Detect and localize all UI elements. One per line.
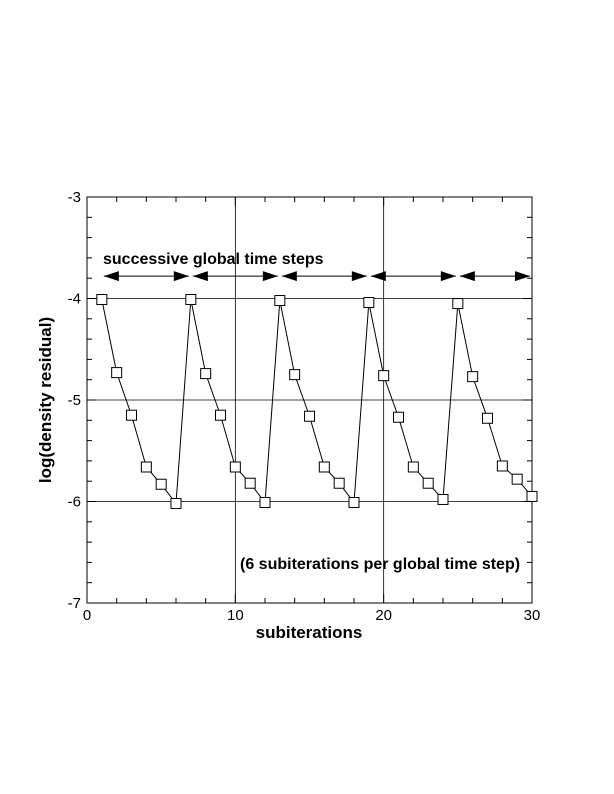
data-series <box>96 294 538 510</box>
data-point-marker <box>96 294 108 306</box>
data-point-marker <box>215 409 226 421</box>
y-tick-label: -5 <box>68 392 81 409</box>
data-point-marker <box>422 477 434 489</box>
y-tick-label: -3 <box>68 189 81 206</box>
arrow-head <box>370 271 386 282</box>
data-point-marker <box>482 412 493 424</box>
data-point-marker <box>259 497 271 509</box>
arrow-head <box>281 271 297 282</box>
data-point-marker <box>393 411 404 423</box>
data-point-marker <box>200 368 212 380</box>
timesteps-annotation: successive global time steps <box>103 251 324 268</box>
data-point-marker <box>289 369 301 381</box>
x-tick-label: 30 <box>524 607 541 624</box>
arrow-head <box>103 271 119 282</box>
x-tick-label: 0 <box>83 607 91 624</box>
arrow-head <box>440 271 456 282</box>
arrow-head <box>351 271 367 282</box>
x-tick-label: 20 <box>375 607 392 624</box>
data-point-marker <box>333 477 345 489</box>
data-point-marker <box>526 490 538 502</box>
data-point-marker <box>437 493 449 505</box>
arrow-head <box>262 271 278 282</box>
data-point-marker <box>244 477 256 489</box>
data-point-marker <box>511 473 523 485</box>
data-point-marker <box>318 461 330 473</box>
y-tick-label: -4 <box>68 291 81 308</box>
data-point-marker <box>467 371 479 383</box>
data-point-marker <box>140 461 152 473</box>
x-axis-title: subiterations <box>256 623 363 642</box>
data-point-marker <box>378 370 390 382</box>
arrow-head <box>173 271 189 282</box>
subiterations-note: (6 subiterations per global time step) <box>240 556 520 573</box>
grid-lines <box>87 197 532 603</box>
data-point-marker <box>452 298 464 310</box>
data-point-marker <box>155 478 167 490</box>
data-point-marker <box>363 297 375 309</box>
arrow-head <box>459 271 475 282</box>
arrow-head <box>515 271 530 282</box>
y-tick-label: -6 <box>68 494 81 511</box>
axes: 0 10 20 30 -7 -6 -5 -4 -3 <box>68 189 541 624</box>
arrow-head <box>192 271 208 282</box>
y-axis-title: log(density residual) <box>36 317 55 483</box>
data-point-marker <box>348 497 360 509</box>
data-point-marker <box>185 294 197 306</box>
data-point-marker <box>304 410 315 422</box>
timestep-arrows <box>103 271 530 282</box>
series-line <box>101 299 533 505</box>
data-point-marker <box>229 461 241 473</box>
data-point-marker <box>126 409 137 421</box>
data-point-marker <box>170 498 182 510</box>
x-tick-label: 10 <box>227 607 244 624</box>
data-point-marker <box>111 367 123 379</box>
y-tick-label: -7 <box>68 595 81 612</box>
data-point-marker <box>496 460 508 472</box>
data-point-marker <box>274 295 286 307</box>
data-point-marker <box>407 461 419 473</box>
